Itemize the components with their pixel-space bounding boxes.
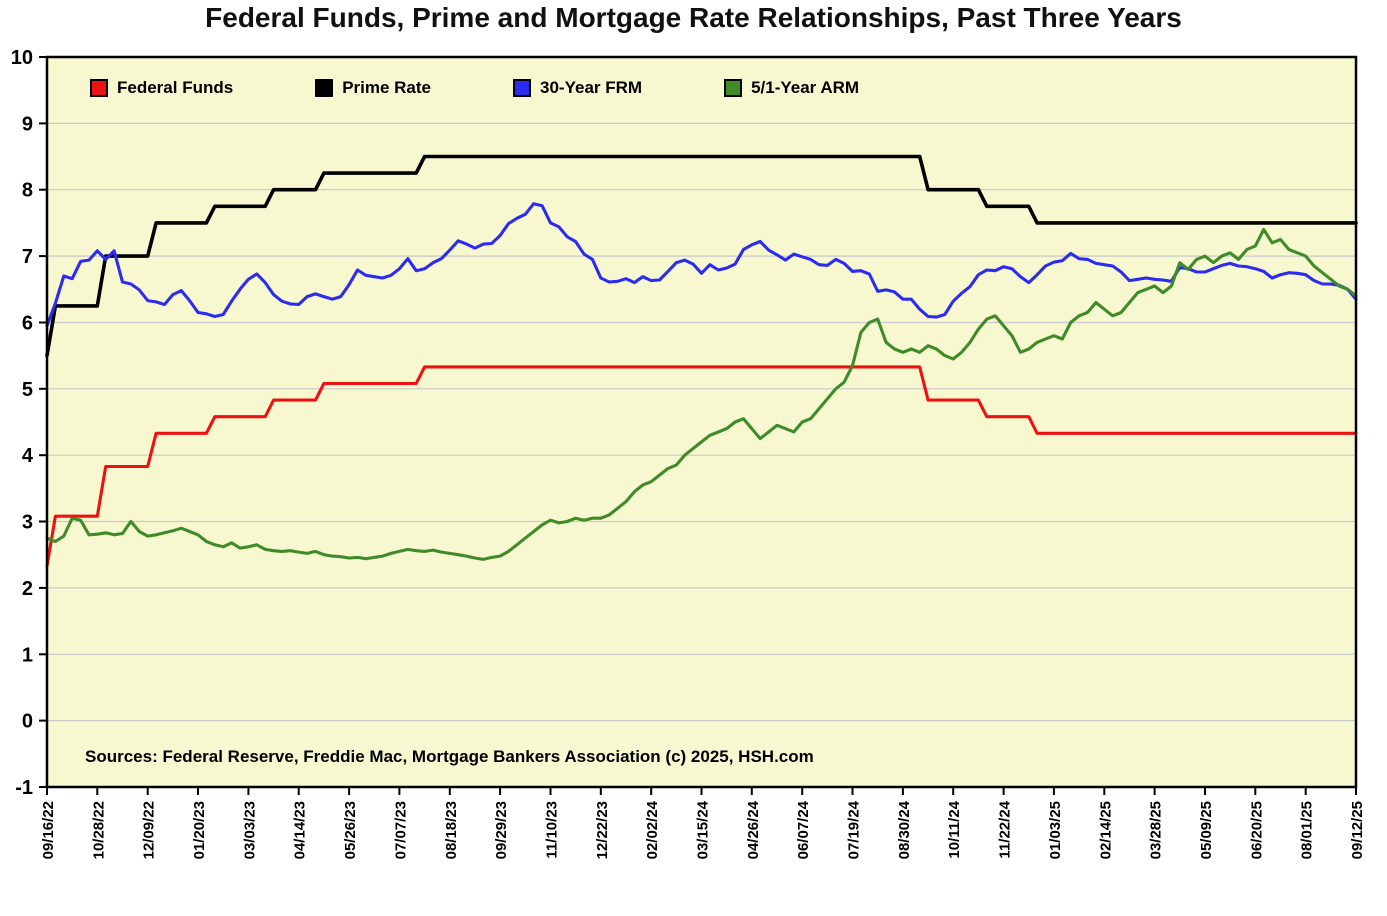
series-line-30-year-frm	[45, 202, 1358, 328]
y-tick-label: 1	[22, 644, 33, 666]
y-tick-label: 2	[22, 578, 33, 600]
x-tick-label: 09/16/22	[40, 801, 57, 859]
prime-rate-swatch-icon	[315, 79, 334, 97]
y-tick-label: 4	[22, 445, 34, 467]
y-tick-label: 8	[22, 180, 33, 202]
x-tick-label: 09/12/25	[1349, 801, 1366, 859]
x-tick-label: 10/11/24	[946, 800, 963, 858]
series-line-prime-rate	[45, 154, 1358, 358]
y-tick-label: 3	[22, 512, 33, 534]
legend-label: Federal Funds	[117, 78, 234, 97]
x-tick-label: 06/07/24	[795, 800, 812, 859]
x-tick-label: 11/10/23	[544, 801, 561, 859]
legend-item-30-year-frm: 30-Year FRM	[513, 78, 642, 98]
y-tick-label: 7	[22, 246, 33, 268]
x-tick-label: 08/18/23	[443, 801, 460, 859]
x-tick-label: 09/29/23	[493, 801, 510, 859]
x-tick-label: 05/09/25	[1198, 801, 1215, 859]
x-tick-label: 01/03/25	[1047, 801, 1064, 859]
x-tick-label: 06/20/25	[1248, 801, 1265, 859]
legend-label: Prime Rate	[342, 78, 432, 97]
x-tick-label: 03/28/25	[1148, 801, 1165, 859]
series-line-federal-funds	[45, 365, 1358, 568]
x-tick-label: 05/26/23	[342, 801, 359, 859]
x-tick-label: 02/14/25	[1097, 801, 1114, 859]
y-tick-label: -1	[15, 777, 33, 799]
x-tick-label: 03/03/23	[241, 801, 258, 859]
x-tick-label: 12/22/23	[594, 801, 611, 859]
x-tick-label: 07/19/24	[846, 800, 863, 859]
federal-funds-swatch-icon	[90, 79, 108, 97]
x-tick-label: 03/15/24	[695, 800, 712, 859]
x-tick-label: 01/20/23	[191, 801, 208, 859]
chart-legend: Federal Funds Prime Rate 30-Year FRM 5/1…	[90, 78, 859, 98]
5-1-year-arm-swatch-icon	[724, 79, 743, 97]
series-line-5-1-year-arm	[45, 227, 1358, 561]
x-tick-label: 04/14/23	[292, 801, 309, 859]
source-note: Sources: Federal Reserve, Freddie Mac, M…	[85, 747, 814, 766]
x-tick-label: 10/28/22	[90, 801, 107, 859]
axis-frame	[45, 55, 1358, 789]
x-tick-label: 12/09/22	[141, 801, 158, 859]
y-tick-label: 5	[22, 379, 33, 401]
y-tick-label: 6	[22, 313, 33, 335]
plot-area	[47, 57, 1356, 787]
legend-label: 5/1-Year ARM	[751, 78, 860, 97]
x-tick-label: 07/07/23	[392, 801, 409, 859]
y-tick-label: 9	[22, 113, 33, 135]
x-tick-label: 08/30/24	[896, 800, 913, 859]
legend-item-prime-rate: Prime Rate	[315, 78, 431, 98]
legend-item-5-1-year-arm: 5/1-Year ARM	[724, 78, 859, 98]
y-tick-label: 10	[11, 47, 33, 69]
legend-item-federal-funds: Federal Funds	[90, 78, 233, 98]
x-tick-label: 02/02/24	[644, 800, 661, 859]
chart-title: Federal Funds, Prime and Mortgage Rate R…	[205, 2, 1182, 33]
x-tick-label: 04/26/24	[745, 800, 762, 859]
legend-label: 30-Year FRM	[540, 78, 643, 97]
30-year-frm-swatch-icon	[513, 79, 532, 97]
x-tick-label: 11/22/24	[997, 800, 1014, 858]
y-tick-label: 0	[22, 711, 33, 733]
x-tick-label: 08/01/25	[1299, 801, 1316, 859]
